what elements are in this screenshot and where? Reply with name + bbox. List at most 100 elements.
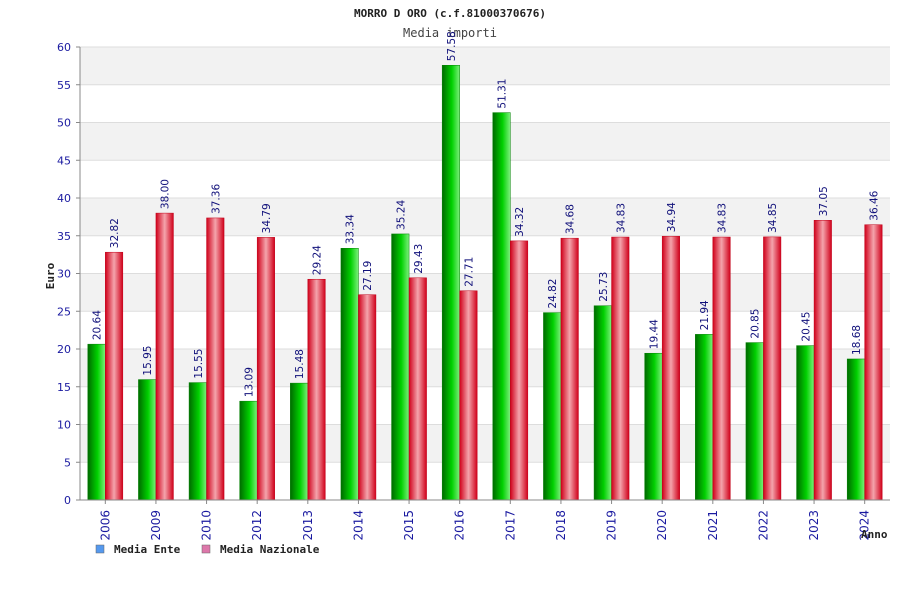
legend-swatch bbox=[201, 544, 211, 554]
bar-media-nazionale bbox=[408, 277, 427, 501]
bar-media-nazionale bbox=[256, 237, 275, 501]
data-label: 27.19 bbox=[362, 261, 374, 291]
bar-media-nazionale bbox=[358, 294, 377, 501]
x-tick-label: 2010 bbox=[200, 510, 214, 541]
y-tick-label: 50 bbox=[57, 117, 71, 130]
data-label: 20.85 bbox=[750, 309, 762, 339]
data-label: 33.34 bbox=[345, 214, 357, 244]
data-label: 57.58 bbox=[446, 31, 458, 61]
y-tick-label: 40 bbox=[57, 192, 71, 205]
data-label: 34.83 bbox=[615, 203, 627, 233]
data-label: 34.94 bbox=[666, 202, 678, 232]
data-label: 36.46 bbox=[868, 190, 880, 220]
y-tick-label: 10 bbox=[57, 419, 71, 432]
legend-label: Media Ente bbox=[114, 543, 181, 556]
x-tick-label: 2014 bbox=[351, 510, 365, 541]
bar-media-ente bbox=[745, 342, 764, 501]
bar-media-ente bbox=[543, 312, 562, 501]
data-label: 34.79 bbox=[261, 203, 273, 233]
legend: Media Ente Media Nazionale bbox=[95, 543, 320, 556]
data-label: 51.31 bbox=[497, 79, 509, 109]
x-tick-label: 2019 bbox=[605, 510, 619, 541]
bar-media-nazionale bbox=[661, 235, 680, 501]
data-label: 20.45 bbox=[800, 312, 812, 342]
bar-media-nazionale bbox=[206, 217, 225, 501]
grid-band bbox=[80, 160, 890, 198]
bar-media-nazionale bbox=[307, 278, 326, 501]
data-label: 34.83 bbox=[717, 203, 729, 233]
data-label: 13.09 bbox=[243, 367, 255, 397]
bar-media-nazionale bbox=[105, 251, 124, 501]
bar-media-nazionale bbox=[813, 220, 832, 501]
bar-media-nazionale bbox=[510, 240, 529, 501]
grid-band bbox=[80, 84, 890, 123]
y-axis-label: Euro bbox=[44, 262, 57, 289]
x-tick-label: 2023 bbox=[807, 510, 821, 541]
bar-media-ente bbox=[441, 65, 460, 501]
x-tick-label: 2018 bbox=[554, 510, 568, 541]
legend-label: Media Nazionale bbox=[220, 543, 320, 556]
bar-media-ente bbox=[290, 382, 309, 501]
data-label: 18.68 bbox=[851, 325, 863, 355]
bar-media-nazionale bbox=[155, 212, 174, 501]
x-tick-label: 2016 bbox=[453, 510, 467, 541]
bar-media-nazionale bbox=[763, 236, 782, 501]
bar-media-ente bbox=[492, 112, 511, 501]
bar-media-ente bbox=[593, 305, 612, 501]
bar-media-nazionale bbox=[560, 237, 579, 501]
bar-media-ente bbox=[239, 400, 258, 501]
bars: 20.64 32.82 15.95 38.00 15.55 37.36 13.09 34.79… bbox=[87, 31, 883, 501]
y-tick-label: 60 bbox=[57, 41, 71, 54]
x-tick-label: 2022 bbox=[756, 510, 770, 541]
data-label: 32.82 bbox=[109, 218, 121, 248]
x-tick-label: 2024 bbox=[858, 510, 872, 541]
data-label: 38.00 bbox=[160, 179, 172, 209]
bar-media-ente bbox=[87, 343, 106, 501]
data-label: 19.44 bbox=[648, 319, 660, 349]
chart-subtitle: Media importi bbox=[403, 26, 497, 40]
grid-band bbox=[80, 47, 890, 85]
data-label: 34.85 bbox=[767, 203, 779, 233]
bar-media-ente bbox=[188, 382, 207, 501]
x-tick-label: 2006 bbox=[98, 510, 112, 541]
y-tick-label: 0 bbox=[64, 494, 71, 507]
x-axis-label: Anno bbox=[861, 528, 888, 541]
data-label: 29.24 bbox=[312, 245, 324, 275]
data-label: 35.24 bbox=[395, 200, 407, 230]
data-label: 37.36 bbox=[210, 184, 222, 214]
data-label: 37.05 bbox=[818, 186, 830, 216]
x-tick-label: 2021 bbox=[706, 510, 720, 541]
y-axis-ticks: 0 5 10 15 20 25 30 35 40 45 50 55 60 bbox=[57, 41, 80, 507]
data-label: 15.55 bbox=[193, 349, 205, 379]
y-tick-label: 5 bbox=[64, 456, 71, 469]
x-tick-label: 2017 bbox=[503, 510, 517, 541]
data-label: 21.94 bbox=[699, 300, 711, 330]
data-label: 27.71 bbox=[463, 257, 475, 287]
chart-title: MORRO D ORO (c.f.81000370676) bbox=[354, 7, 546, 20]
y-tick-label: 30 bbox=[57, 268, 71, 281]
x-tick-label: 2012 bbox=[250, 510, 264, 541]
bar-media-nazionale bbox=[459, 290, 478, 501]
data-label: 34.32 bbox=[514, 207, 526, 237]
bar-media-ente bbox=[340, 248, 359, 501]
bar-media-ente bbox=[695, 334, 714, 501]
y-tick-label: 55 bbox=[57, 79, 71, 92]
x-axis-ticks: 2006 2009 2010 2012 2013 2014 2015 2016 2017 2018… bbox=[98, 500, 872, 541]
data-label: 20.64 bbox=[92, 310, 104, 340]
y-tick-label: 45 bbox=[57, 154, 71, 167]
x-tick-label: 2015 bbox=[402, 510, 416, 541]
bar-media-nazionale bbox=[864, 224, 883, 501]
bar-media-ente bbox=[391, 233, 410, 501]
bar-media-ente bbox=[644, 352, 663, 501]
x-tick-label: 2020 bbox=[655, 510, 669, 541]
data-label: 29.43 bbox=[413, 244, 425, 274]
y-tick-label: 35 bbox=[57, 230, 71, 243]
x-tick-label: 2009 bbox=[149, 510, 163, 541]
y-tick-label: 15 bbox=[57, 381, 71, 394]
data-label: 15.95 bbox=[142, 346, 154, 376]
data-label: 34.68 bbox=[565, 204, 577, 234]
data-label: 24.82 bbox=[547, 279, 559, 309]
y-tick-label: 20 bbox=[57, 343, 71, 356]
data-label: 25.73 bbox=[598, 272, 610, 302]
